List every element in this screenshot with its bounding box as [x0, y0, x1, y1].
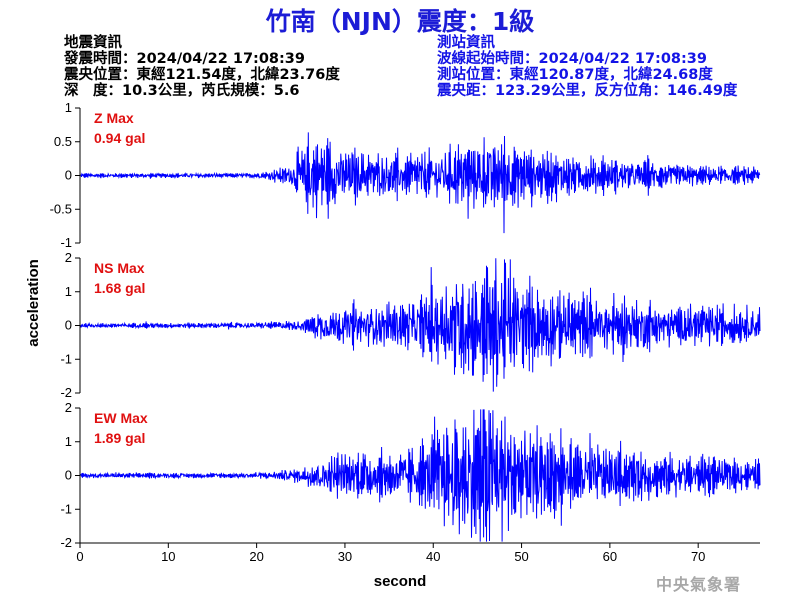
agency-watermark: 中央氣象署	[656, 575, 742, 594]
origin-time: 發震時間：2024/04/22 17:08:39	[64, 51, 305, 67]
y-tick-label: -2	[60, 535, 72, 550]
y-tick-label: 0	[65, 168, 72, 183]
max-value-z: 0.94 gal	[94, 130, 145, 146]
waveform-ew	[79, 409, 761, 542]
station-location: 測站位置：東經120.87度，北緯24.68度	[437, 67, 713, 83]
y-tick-label: 2	[65, 400, 72, 415]
station-info-heading: 測站資訊	[437, 35, 495, 51]
y-tick-label: 0	[65, 468, 72, 483]
y-tick-label: -1	[60, 351, 72, 366]
max-label-z: Z Max	[94, 110, 134, 126]
max-value-ew: 1.89 gal	[94, 430, 145, 446]
y-tick-label: -2	[60, 385, 72, 400]
y-tick-label: 1	[65, 100, 72, 115]
y-tick-label: 1	[65, 434, 72, 449]
x-tick-label: 60	[603, 549, 617, 564]
max-label-ew: EW Max	[94, 410, 148, 426]
max-label-ns: NS Max	[94, 260, 145, 276]
epicenter-location: 震央位置：東經121.54度，北緯23.76度	[64, 67, 340, 83]
y-tick-label: 0.5	[54, 134, 72, 149]
y-tick-label: -0.5	[50, 201, 72, 216]
y-tick-label: 2	[65, 250, 72, 265]
y-tick-label: 1	[65, 284, 72, 299]
waveform-start-time: 波線起始時間：2024/04/22 17:08:39	[437, 51, 707, 67]
x-tick-label: 30	[338, 549, 352, 564]
waveform-ns	[79, 258, 761, 392]
earthquake-info-block: 地震資訊 發震時間：2024/04/22 17:08:39 震央位置：東經121…	[64, 35, 340, 99]
max-value-ns: 1.68 gal	[94, 280, 145, 296]
y-tick-label: -1	[60, 501, 72, 516]
x-tick-label: 70	[691, 549, 705, 564]
x-tick-label: 20	[249, 549, 263, 564]
y-tick-label: -1	[60, 235, 72, 250]
x-tick-label: 40	[426, 549, 440, 564]
x-tick-label: 50	[514, 549, 528, 564]
y-axis-label: acceleration	[25, 259, 42, 347]
distance-azimuth: 震央距：123.29公里，反方位角：146.49度	[437, 83, 738, 99]
x-tick-label: 10	[161, 549, 175, 564]
waveform-z	[79, 132, 761, 234]
station-info-block: 測站資訊 波線起始時間：2024/04/22 17:08:39 測站位置：東經1…	[437, 35, 737, 99]
depth-magnitude: 深 度：10.3公里，芮氏規模：5.6	[64, 83, 300, 99]
earthquake-info-heading: 地震資訊	[64, 35, 122, 51]
x-axis-label: second	[374, 573, 427, 590]
chart-title: 竹南（NJN）震度：1級	[265, 7, 535, 36]
x-tick-label: 0	[76, 549, 83, 564]
y-tick-label: 0	[65, 318, 72, 333]
